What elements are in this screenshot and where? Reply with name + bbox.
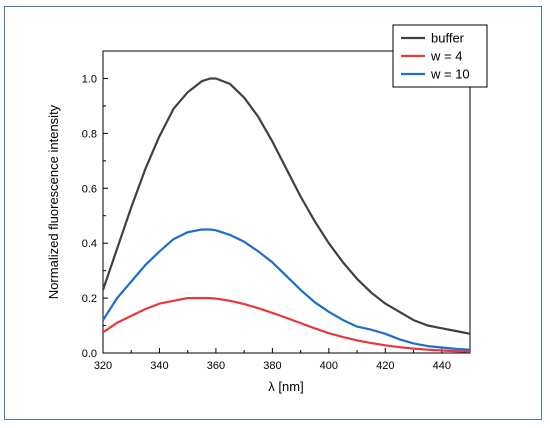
legend: buffer w = 4 w = 10 xyxy=(392,24,488,88)
y-tick-label: 0.6 xyxy=(82,183,97,195)
x-tick-label: 360 xyxy=(207,360,225,372)
series-lines xyxy=(101,77,471,353)
x-tick-label: 320 xyxy=(94,360,112,372)
legend-label-1: w = 4 xyxy=(430,49,462,64)
x-tick-label: 400 xyxy=(320,360,338,372)
series-line-1 xyxy=(102,297,471,353)
y-tick-label: 1.0 xyxy=(82,73,97,85)
y-tick-label: 0.4 xyxy=(82,238,97,250)
x-tick-label: 420 xyxy=(376,360,394,372)
series-line-2 xyxy=(102,228,471,351)
legend-label-2: w = 10 xyxy=(430,67,470,82)
y-axis-label: Normalized fluorescence intensity xyxy=(46,104,61,299)
x-tick-label: 380 xyxy=(263,360,281,372)
x-tick-label: 340 xyxy=(150,360,168,372)
y-axis-ticks: 0.0 0.2 0.4 0.6 0.8 1.0 xyxy=(82,50,108,360)
plot-area xyxy=(102,50,471,354)
fluorescence-chart: 320 340 360 380 400 420 440 0.0 0.2 0.4 0.6 0.8 1.0… xyxy=(46,24,488,394)
y-tick-label: 0.0 xyxy=(82,348,97,360)
legend-label-0: buffer xyxy=(431,31,465,46)
y-tick-label: 0.8 xyxy=(82,128,97,140)
series-line-0 xyxy=(101,77,471,335)
figure-frame: 320 340 360 380 400 420 440 0.0 0.2 0.4 0.6 0.8 1.0… xyxy=(4,6,542,420)
y-tick-label: 0.2 xyxy=(82,293,97,305)
x-tick-label: 440 xyxy=(433,360,451,372)
x-axis-label: λ [nm] xyxy=(268,379,303,394)
x-axis-ticks: 320 340 360 380 400 420 440 xyxy=(94,348,451,372)
